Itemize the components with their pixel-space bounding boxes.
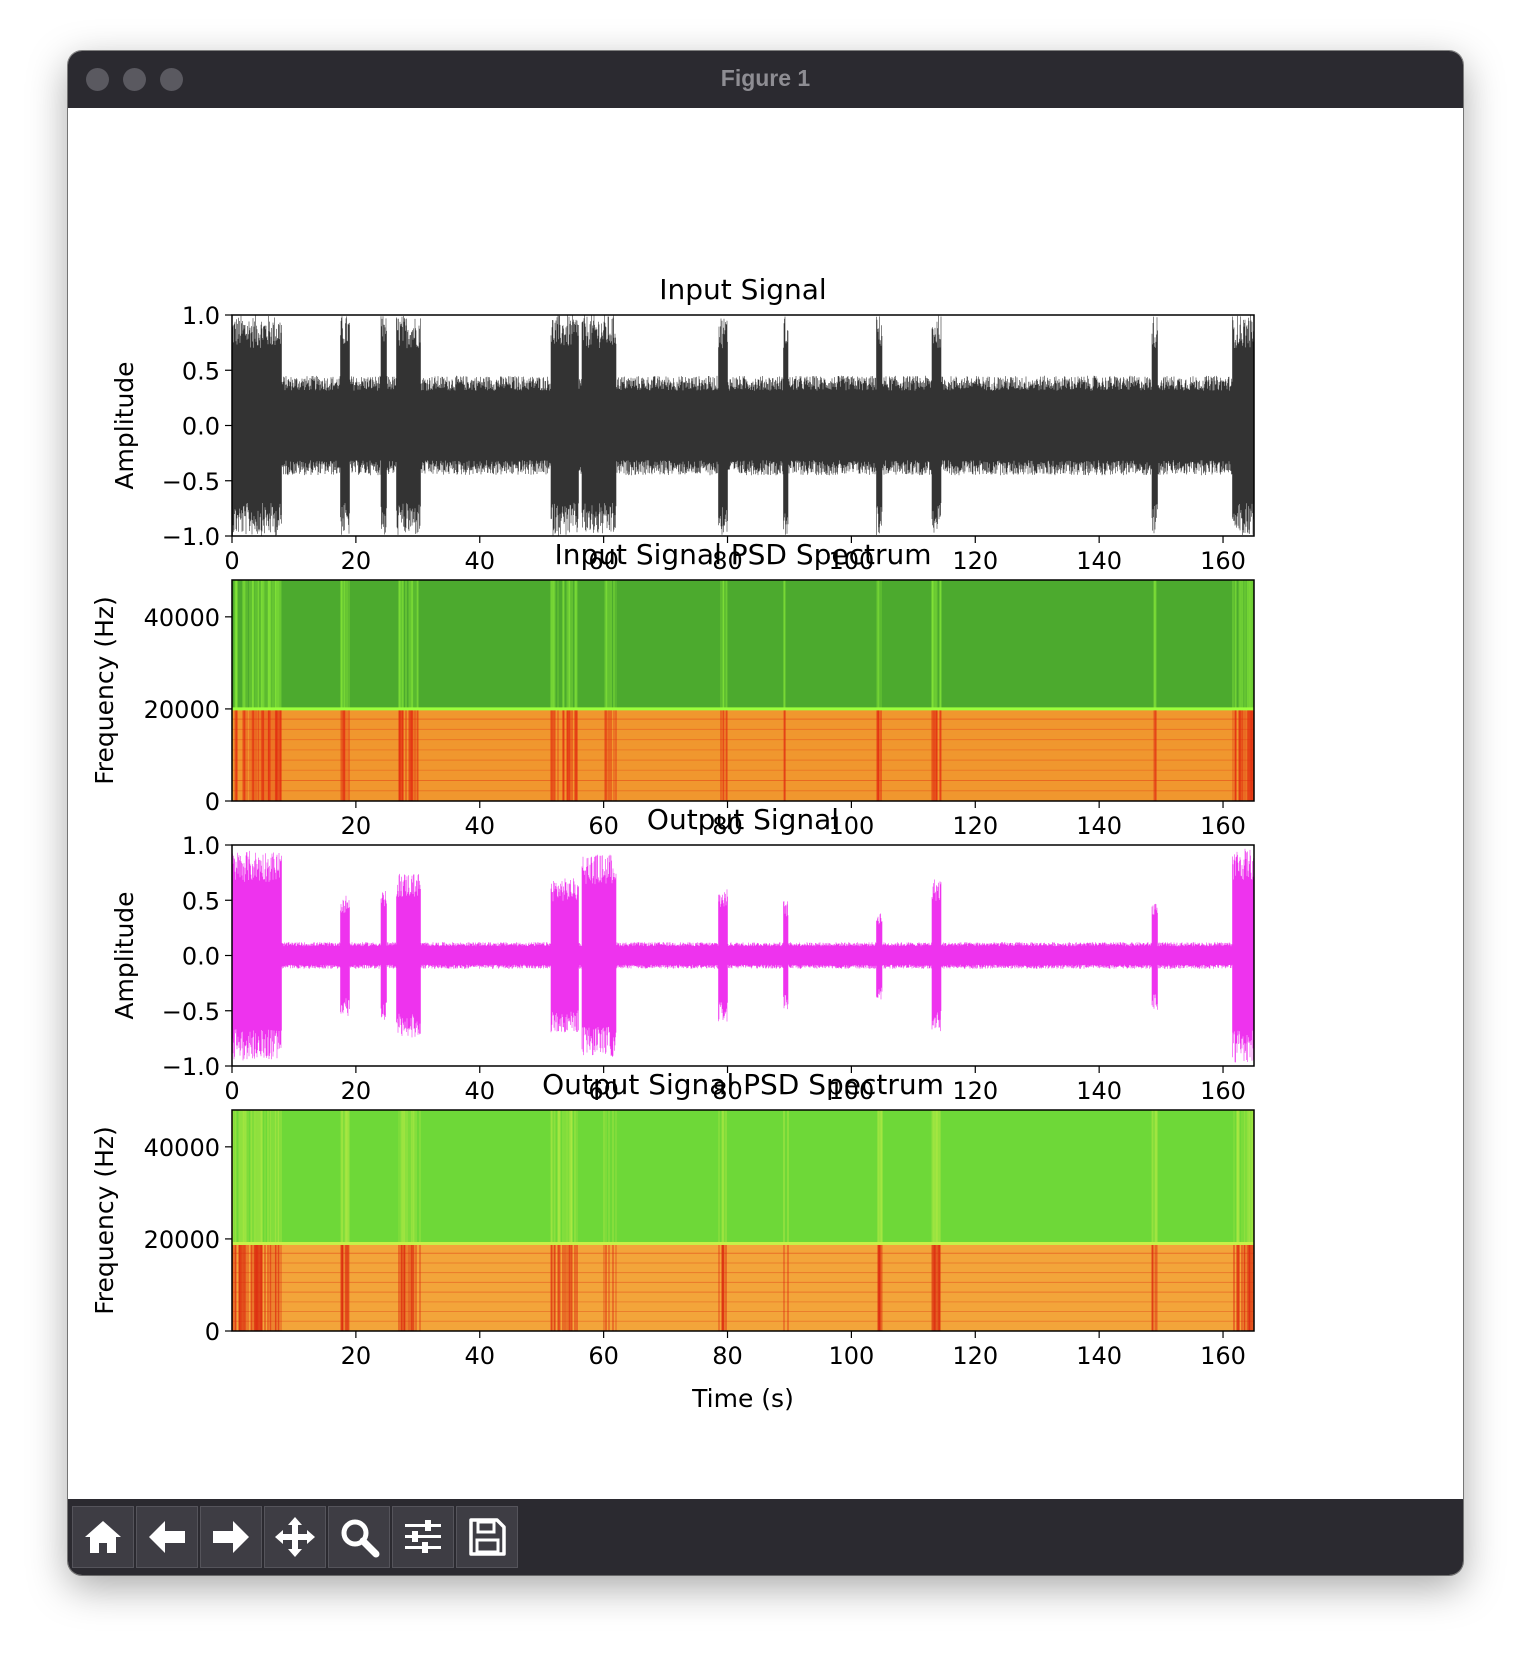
figure-canvas: 0 20 40 60 80 100 120 140 160 1.0 0.5 0.0 −0.5 −1.0 In…	[68, 108, 1463, 1499]
navigation-toolbar	[68, 1499, 1463, 1575]
save-icon	[469, 1518, 506, 1556]
x-tick-label: 120	[952, 547, 998, 575]
save-button[interactable]	[456, 1506, 518, 1568]
zoom-icon	[341, 1519, 380, 1558]
configure-subplots-icon	[405, 1520, 441, 1553]
x-tick-label: 0	[224, 547, 239, 575]
y-tick-label: 0.0	[182, 943, 220, 971]
x-tick-label: 160	[1200, 1077, 1246, 1105]
x-tick-label: 60	[588, 812, 619, 840]
x-tick-label: 20	[341, 1077, 372, 1105]
x-tick-label: 140	[1076, 812, 1122, 840]
subplot-title: Input Signal PSD Spectrum	[554, 538, 931, 571]
x-tick-label: 20	[341, 547, 372, 575]
x-tick-label: 0	[224, 1077, 239, 1105]
figure-plots: 0 20 40 60 80 100 120 140 160 1.0 0.5 0.0 −0.5 −1.0 In…	[90, 273, 1255, 1413]
y-tick-label: −1.0	[162, 523, 220, 551]
y-tick-label: 1.0	[182, 832, 220, 860]
minimize-window-button[interactable]	[123, 68, 146, 91]
subplot-title: Output Signal PSD Spectrum	[542, 1068, 944, 1101]
y-tick-label: 20000	[144, 696, 220, 724]
subplot-1: 0 20 40 60 80 100 120 140 160 1.0 0.5 0.0 −0.5 −1.0 In…	[110, 273, 1255, 575]
back-arrow-icon	[149, 1521, 185, 1553]
x-tick-label: 100	[828, 812, 874, 840]
window-title: Figure 1	[720, 65, 811, 91]
x-tick-label: 160	[1200, 812, 1246, 840]
forward-button[interactable]	[200, 1506, 262, 1568]
home-button[interactable]	[72, 1506, 134, 1568]
forward-arrow-icon	[213, 1521, 249, 1553]
y-tick-label: 40000	[144, 1134, 220, 1162]
x-tick-label: 100	[828, 547, 874, 575]
zoom-button[interactable]	[328, 1506, 390, 1568]
y-tick-label: 0.0	[182, 413, 220, 441]
x-tick-label: 120	[952, 1342, 998, 1370]
y-axis-label: Amplitude	[110, 361, 139, 489]
x-tick-label: 80	[712, 547, 743, 575]
title-bar: Figure 1	[68, 51, 1463, 108]
x-tick-label: 160	[1200, 547, 1246, 575]
spectrum-low-band	[232, 1243, 1254, 1331]
y-tick-label: 40000	[144, 604, 220, 632]
y-tick-label: 20000	[144, 1226, 220, 1254]
spectrum-high-band	[232, 580, 1254, 709]
x-tick-label: 80	[712, 1077, 743, 1105]
y-tick-label: 0	[205, 788, 220, 816]
spectrum-low-band	[232, 708, 1254, 801]
subplot-2: 20 40 60 80 100 120 140 160 0 20000 40000 Input Sig…	[90, 538, 1255, 840]
y-tick-label: 0	[205, 1318, 220, 1346]
axes-frame	[231, 579, 1255, 802]
y-axis-label: Frequency (Hz)	[90, 1126, 119, 1315]
home-icon	[85, 1521, 121, 1553]
zoom-window-button[interactable]	[160, 68, 183, 91]
x-tick-label: 40	[464, 1342, 495, 1370]
y-axis-label: Amplitude	[110, 891, 139, 1019]
axes-frame	[231, 1109, 1255, 1332]
x-tick-label: 100	[828, 1077, 874, 1105]
x-tick-label: 100	[828, 1342, 874, 1370]
x-tick-label: 120	[952, 812, 998, 840]
x-tick-label: 60	[588, 1342, 619, 1370]
y-tick-label: 0.5	[182, 357, 220, 385]
x-tick-label: 80	[712, 812, 743, 840]
x-tick-label: 140	[1076, 547, 1122, 575]
x-tick-label: 40	[464, 1077, 495, 1105]
y-axis-label: Frequency (Hz)	[90, 596, 119, 785]
y-tick-label: −0.5	[162, 468, 220, 496]
waveform-series	[231, 315, 1254, 536]
x-tick-label: 60	[588, 1077, 619, 1105]
subplot-4: 20 40 60 80 100 120 140 160 0 20000 40000 Output Si…	[90, 1068, 1255, 1413]
x-tick-label: 20	[341, 812, 372, 840]
pan-icon	[275, 1517, 315, 1557]
close-window-button[interactable]	[86, 68, 109, 91]
x-tick-label: 140	[1076, 1342, 1122, 1370]
x-tick-label: 160	[1200, 1342, 1246, 1370]
subplot-3: 0 20 40 60 80 100 120 140 160 1.0 0.5 0.0 −0.5 −1.0 Ou…	[110, 803, 1255, 1105]
spectrum-high-band	[232, 1110, 1254, 1244]
y-tick-label: 1.0	[182, 302, 220, 330]
configure-subplots-button[interactable]	[392, 1506, 454, 1568]
x-tick-label: 120	[952, 1077, 998, 1105]
x-tick-label: 140	[1076, 1077, 1122, 1105]
subplot-title: Input Signal	[659, 273, 826, 306]
figure-window: Figure 1 0 20 40 60 80 100 120 140 160 1.0 0.5 0.0 −…	[68, 51, 1463, 1575]
x-tick-label: 60	[588, 547, 619, 575]
x-tick-label: 80	[712, 1342, 743, 1370]
waveform-series	[231, 848, 1254, 1063]
x-axis-label: Time (s)	[691, 1384, 794, 1413]
x-tick-label: 20	[341, 1342, 372, 1370]
x-tick-label: 40	[464, 547, 495, 575]
y-tick-label: −0.5	[162, 998, 220, 1026]
back-button[interactable]	[136, 1506, 198, 1568]
y-tick-label: 0.5	[182, 887, 220, 915]
x-tick-label: 40	[464, 812, 495, 840]
pan-button[interactable]	[264, 1506, 326, 1568]
subplot-title: Output Signal	[647, 803, 839, 836]
y-tick-label: −1.0	[162, 1053, 220, 1081]
